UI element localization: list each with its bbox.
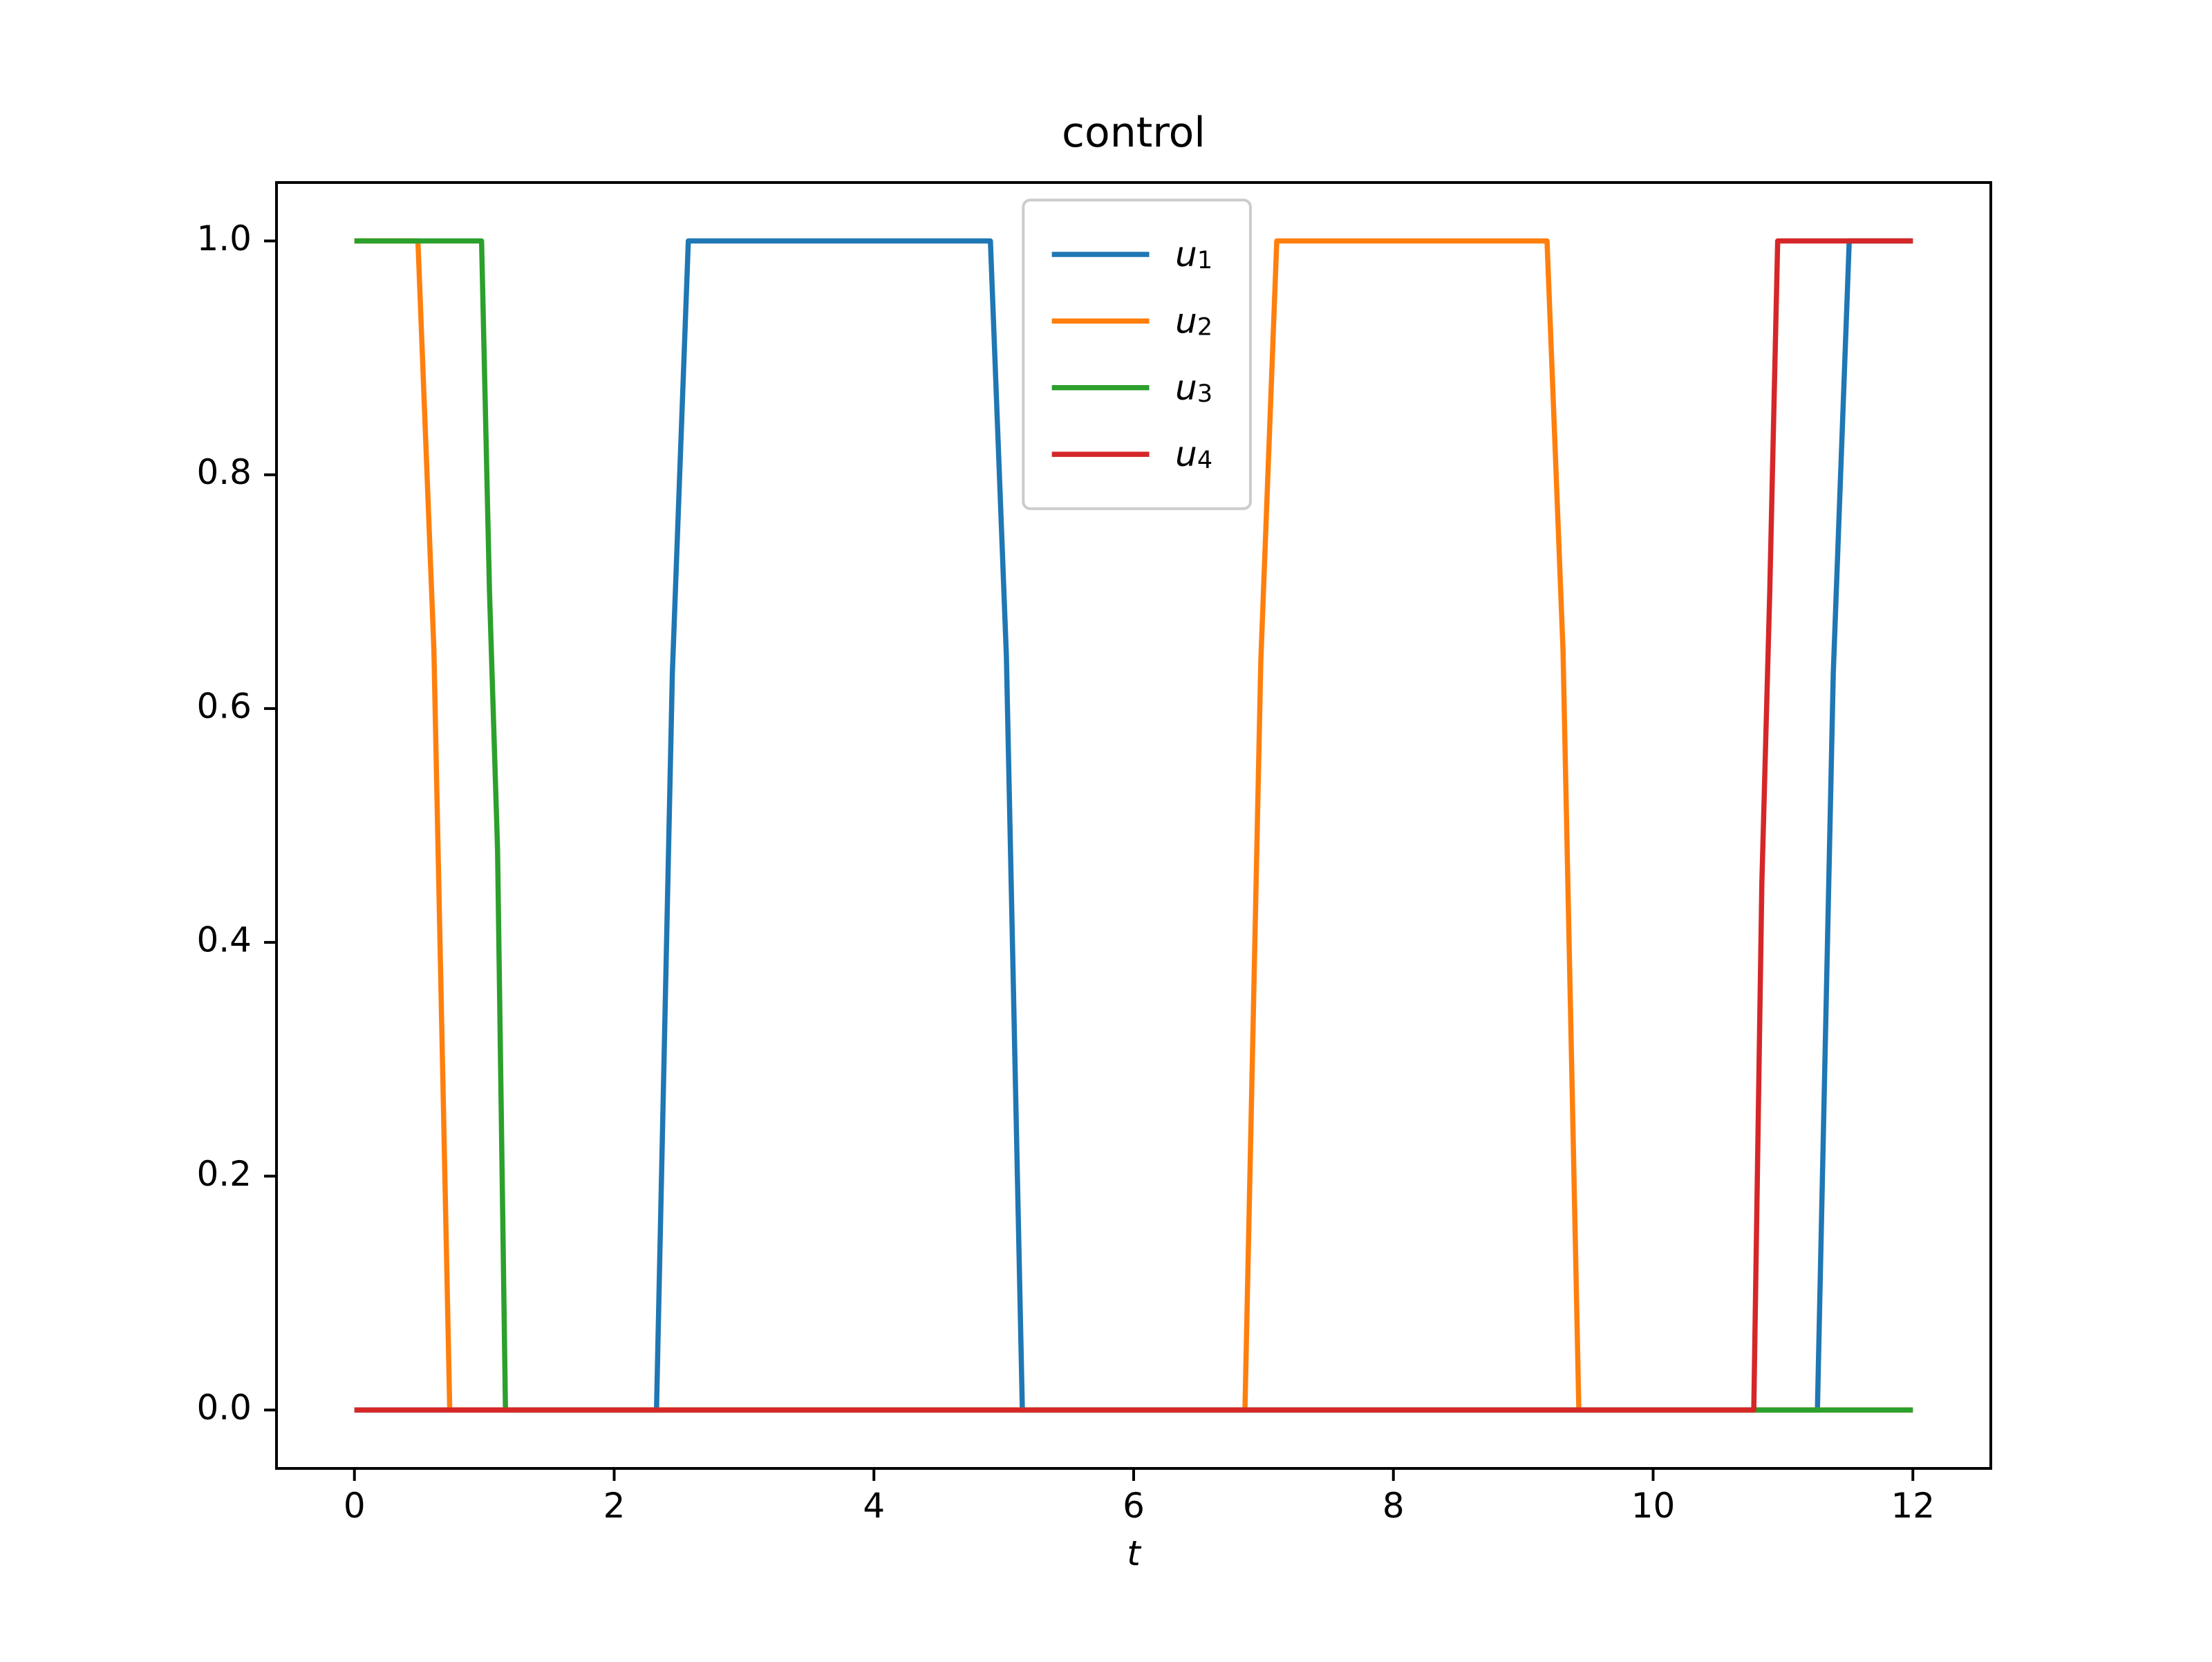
y-tick-label: 0.2 — [196, 1154, 252, 1194]
x-axis-label: t — [1127, 1533, 1142, 1574]
y-tick-label: 0.8 — [196, 452, 252, 492]
x-tick-label: 6 — [1123, 1486, 1145, 1526]
y-tick-label: 0.0 — [196, 1388, 252, 1428]
y-tick-label: 0.4 — [196, 920, 252, 960]
x-tick-label: 8 — [1382, 1486, 1405, 1526]
y-tick-label: 0.6 — [196, 686, 252, 726]
chart-title: control — [1062, 109, 1206, 157]
legend: u1u2u3u4 — [1023, 200, 1250, 508]
legend-frame — [1023, 200, 1250, 508]
control-line-chart: 0 2 4 6 8 10 12 0.0 0.2 0.4 0.6 0.8 1.0 control t u1u2u… — [0, 0, 2212, 1659]
x-tick-label: 12 — [1891, 1486, 1935, 1526]
y-tick-label: 1.0 — [196, 218, 252, 259]
x-tick-label: 10 — [1631, 1486, 1676, 1526]
x-tick-label: 4 — [863, 1486, 885, 1526]
x-tick-label: 0 — [344, 1486, 366, 1526]
x-tick-label: 2 — [603, 1486, 626, 1526]
